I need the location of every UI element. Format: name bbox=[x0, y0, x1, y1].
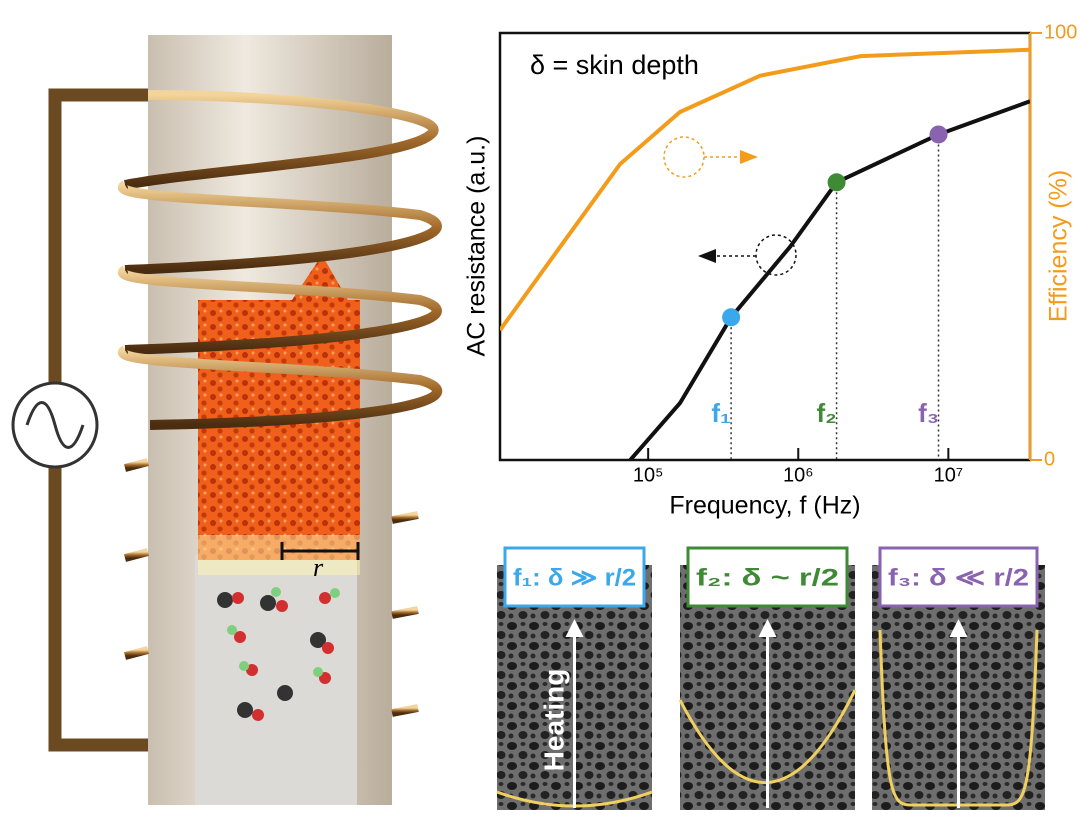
heating-label: Heating bbox=[538, 669, 569, 772]
panels: f₁: δ ≫ r/2 f₂: δ ~ r/2 f₃: δ ≪ r/2 Heating bbox=[496, 546, 1045, 810]
chart: δ = skin depth Frequency, f (Hz) AC resi… bbox=[463, 21, 1078, 519]
coil-turn bbox=[117, 345, 443, 430]
x-tick-label: 10⁵ bbox=[633, 464, 664, 486]
indicator-arrow-head bbox=[698, 249, 716, 263]
atom bbox=[277, 685, 293, 701]
x-tick-label: 10⁶ bbox=[783, 464, 813, 486]
ac-symbol bbox=[25, 401, 85, 449]
panel-label-box bbox=[878, 546, 1039, 608]
atom bbox=[260, 595, 276, 611]
atom bbox=[310, 632, 326, 648]
coil-stub bbox=[123, 548, 150, 562]
y-axis-label: AC resistance (a.u.) bbox=[463, 136, 491, 357]
hot-foam bbox=[198, 255, 360, 560]
series-indicator bbox=[663, 136, 705, 178]
atom bbox=[330, 588, 340, 598]
coil-stub bbox=[123, 458, 150, 472]
panel-label-box bbox=[503, 546, 646, 608]
atom bbox=[276, 600, 288, 612]
atom bbox=[322, 642, 334, 654]
atom bbox=[239, 661, 249, 671]
panel-label: f₂: δ ~ r/2 bbox=[696, 564, 839, 591]
radius-label: r bbox=[313, 553, 324, 582]
coil-turn bbox=[117, 180, 442, 275]
atom bbox=[246, 664, 258, 676]
atom bbox=[227, 625, 237, 635]
plot-frame bbox=[498, 31, 1032, 462]
annotation: δ = skin depth bbox=[530, 50, 699, 80]
coil-stubs bbox=[123, 458, 419, 717]
point bbox=[722, 308, 741, 327]
glow bbox=[198, 535, 360, 575]
x-axis-label: Frequency, f (Hz) bbox=[669, 492, 860, 520]
coil-stub bbox=[391, 511, 419, 524]
indicator-arrow-head bbox=[740, 150, 758, 164]
point-label: f₃ bbox=[918, 398, 939, 428]
y2-tick-label: 100 bbox=[1044, 21, 1077, 43]
radius-bracket bbox=[280, 542, 360, 560]
y2-tick-label: 0 bbox=[1044, 448, 1055, 470]
atom bbox=[217, 592, 233, 608]
atom bbox=[252, 709, 264, 721]
atom bbox=[234, 631, 246, 643]
atom bbox=[319, 592, 331, 604]
series-line bbox=[500, 47, 1030, 332]
atom bbox=[232, 592, 244, 604]
point-label: f₁ bbox=[711, 398, 730, 428]
coil-stub bbox=[391, 606, 419, 619]
atom bbox=[237, 702, 253, 718]
coil bbox=[117, 90, 443, 430]
point bbox=[929, 125, 948, 144]
x-tick-label: 10⁷ bbox=[934, 464, 963, 486]
coil-turn bbox=[117, 265, 442, 355]
illustration: r bbox=[11, 35, 443, 805]
point bbox=[827, 173, 846, 192]
coil-stub bbox=[391, 704, 419, 717]
coil-stub bbox=[123, 646, 150, 660]
panel-label-box bbox=[686, 546, 849, 608]
panel-label: f₃: δ ≪ r/2 bbox=[888, 564, 1029, 591]
atom bbox=[271, 587, 281, 597]
atom bbox=[313, 667, 323, 677]
panel-label: f₁: δ ≫ r/2 bbox=[513, 564, 636, 591]
molecules bbox=[217, 587, 340, 721]
point-label: f₂ bbox=[816, 398, 836, 428]
y2-axis-label: Efficiency (%) bbox=[1045, 170, 1073, 322]
series-indicator bbox=[755, 234, 797, 276]
coil-turn bbox=[124, 90, 439, 190]
